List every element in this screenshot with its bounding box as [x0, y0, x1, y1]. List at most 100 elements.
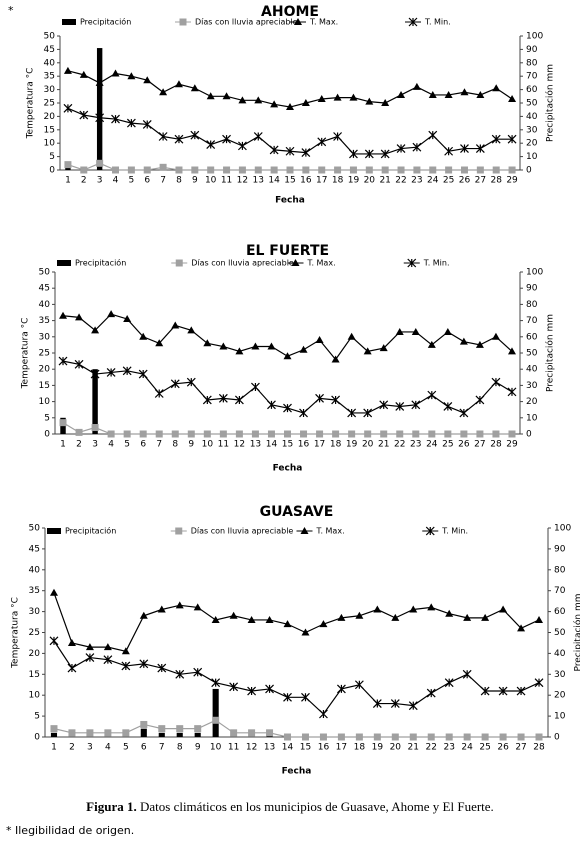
x-tick-label: 22 — [394, 440, 405, 450]
x-tick-label: 12 — [246, 743, 257, 753]
x-tick-label: 13 — [264, 743, 275, 753]
legend-label: T. Min. — [423, 259, 450, 268]
x-tick-label: 28 — [533, 743, 545, 753]
x-tick-label: 4 — [105, 743, 111, 753]
marker-triangle — [507, 347, 516, 355]
y2-axis-label: Precipitación mm — [545, 314, 556, 392]
marker-triangle — [379, 344, 388, 352]
x-tick-label: 28 — [490, 176, 502, 186]
series-line — [67, 107, 513, 155]
marker-triangle — [499, 605, 508, 613]
marker-triangle — [475, 340, 484, 348]
marker-triangle — [247, 615, 256, 623]
marker-x — [90, 369, 100, 379]
marker-triangle — [267, 342, 276, 350]
y-tick-label: 45 — [29, 544, 40, 554]
x-tick-label: 24 — [427, 176, 439, 186]
marker-triangle — [222, 92, 231, 100]
y-tick-label: 35 — [29, 586, 40, 596]
marker-triangle — [91, 326, 100, 334]
x-tick-label: 29 — [506, 440, 518, 450]
marker-square — [266, 729, 274, 737]
y2-tick-label: 40 — [526, 112, 538, 122]
y-tick-label: 50 — [29, 524, 41, 534]
marker-x — [283, 403, 292, 413]
marker-x — [396, 144, 406, 153]
marker-triangle — [355, 611, 364, 619]
marker-x — [251, 382, 260, 392]
y-tick-label: 20 — [29, 649, 41, 659]
x-tick-label: 14 — [266, 440, 278, 450]
marker-x — [444, 678, 454, 688]
marker-x — [426, 688, 436, 698]
marker-x — [142, 120, 152, 129]
marker-square — [302, 166, 310, 174]
marker-square — [499, 733, 507, 741]
marker-square — [191, 166, 199, 174]
x-tick-label: 16 — [318, 743, 330, 753]
x-tick-label: 18 — [332, 176, 344, 186]
marker-triangle — [333, 93, 342, 101]
marker-triangle — [294, 18, 302, 25]
marker-x — [491, 377, 501, 387]
marker-square — [413, 166, 421, 174]
legend-label: T. Max. — [309, 18, 338, 27]
x-tick-label: 1 — [60, 440, 66, 450]
marker-square — [319, 733, 327, 741]
marker-x — [317, 137, 327, 147]
marker-x — [218, 393, 228, 403]
x-tick-label: 11 — [218, 440, 229, 450]
y2-tick-label: 0 — [554, 733, 560, 743]
marker-x — [126, 118, 136, 128]
x-tick-label: 6 — [144, 176, 150, 186]
marker-x — [516, 686, 526, 696]
marker-x — [186, 377, 196, 387]
marker-x — [379, 400, 389, 410]
marker-x — [319, 709, 328, 719]
marker-triangle — [235, 347, 244, 355]
bar — [92, 369, 98, 434]
marker-triangle — [49, 588, 58, 596]
series-line — [53, 719, 540, 738]
marker-triangle — [283, 620, 292, 628]
marker-square — [334, 166, 342, 174]
marker-square — [223, 166, 231, 174]
x-tick-label: 3 — [97, 176, 103, 186]
y-tick-label: 50 — [44, 32, 56, 42]
marker-x — [138, 369, 148, 379]
y-tick-label: 10 — [29, 691, 41, 701]
marker-square — [318, 166, 326, 174]
marker-x — [229, 682, 239, 692]
x-tick-label: 21 — [379, 176, 390, 186]
x-tick-label: 9 — [188, 440, 194, 450]
chart-title: AHOME — [261, 4, 319, 20]
marker-triangle — [492, 84, 501, 92]
legend-swatch — [62, 19, 76, 25]
marker-triangle — [219, 342, 228, 350]
marker-square — [270, 166, 278, 174]
y2-tick-label: 70 — [526, 72, 538, 82]
y2-tick-label: 90 — [526, 45, 538, 55]
marker-square — [508, 430, 516, 438]
marker-triangle — [139, 332, 148, 340]
marker-triangle — [459, 337, 468, 345]
bar — [96, 48, 103, 171]
marker-triangle — [211, 615, 220, 623]
marker-triangle — [121, 647, 130, 655]
y2-tick-label: 100 — [554, 524, 571, 534]
y2-tick-label: 90 — [554, 544, 566, 554]
marker-x — [299, 408, 308, 418]
marker-square — [238, 166, 246, 174]
marker-triangle — [409, 605, 418, 613]
marker-triangle — [85, 643, 94, 651]
marker-square — [492, 430, 500, 438]
legend-label: T. Min. — [441, 527, 468, 536]
y2-tick-label: 50 — [526, 99, 538, 109]
marker-triangle — [491, 332, 500, 340]
x-tick-label: 2 — [81, 176, 87, 186]
x-tick-label: 15 — [284, 176, 295, 186]
marker-square — [123, 430, 131, 438]
marker-triangle — [373, 605, 382, 613]
marker-square — [155, 430, 163, 438]
